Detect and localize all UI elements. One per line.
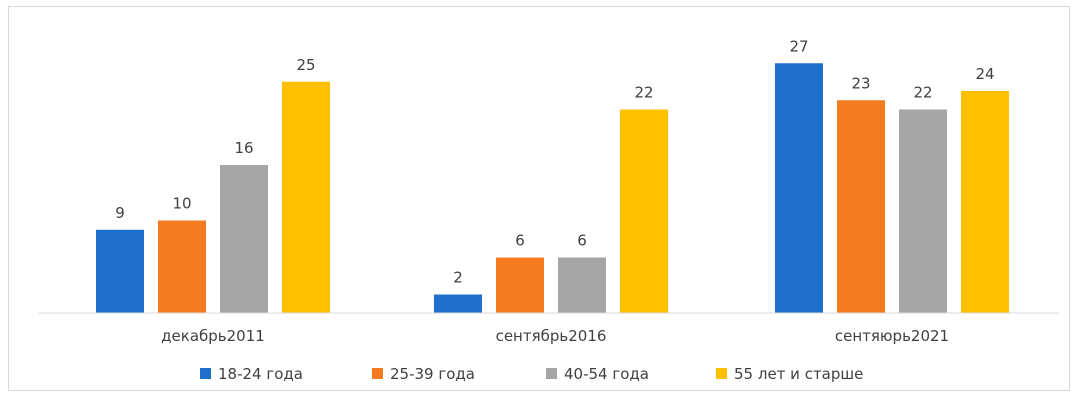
data-label: 16	[234, 139, 253, 157]
bar-chart: 9 10 16 25 2 6 6 22 27 23 22 24 декабрь2011 сентябрь…	[39, 37, 1059, 383]
category-label: декабрь2011	[161, 327, 265, 345]
legend-swatch-series-4	[716, 368, 727, 379]
legend-swatch-series-3	[546, 368, 557, 379]
data-labels-layer: 9 10 16 25 2 6 6 22 27 23 22 24	[115, 37, 994, 286]
legend-label: 40-54 года	[564, 365, 649, 383]
legend-label: 25-39 года	[390, 365, 475, 383]
legend-swatch-series-1	[200, 368, 211, 379]
data-label: 22	[634, 84, 653, 102]
bar-сентябрь2016-series-1	[434, 294, 482, 313]
legend-label: 18-24 года	[218, 365, 303, 383]
data-label: 27	[789, 37, 808, 55]
bar-сентяюрь2021-series-4	[961, 91, 1009, 313]
bar-декабрь2011-series-4	[282, 81, 330, 313]
legend: 18-24 года 25-39 года 40-54 года 55 лет и с…	[200, 365, 863, 383]
bar-сентябрь2016-series-4	[620, 109, 668, 313]
bar-декабрь2011-series-1	[96, 229, 144, 313]
legend-label: 55 лет и старше	[734, 365, 863, 383]
bar-сентяюрь2021-series-3	[899, 109, 947, 313]
bar-декабрь2011-series-2	[158, 220, 206, 313]
data-label: 2	[453, 269, 463, 287]
bar-сентябрь2016-series-3	[558, 257, 606, 313]
legend-swatch-series-2	[372, 368, 383, 379]
category-labels-layer: декабрь2011 сентябрь2016 сентяюрь2021	[161, 327, 949, 345]
chart-frame: 9 10 16 25 2 6 6 22 27 23 22 24 декабрь2011 сентябрь…	[8, 6, 1070, 391]
bar-сентябрь2016-series-2	[496, 257, 544, 313]
data-label: 6	[515, 232, 525, 250]
data-label: 25	[296, 56, 315, 74]
bar-декабрь2011-series-3	[220, 165, 268, 313]
data-label: 23	[851, 74, 870, 92]
category-label: сентяюрь2021	[835, 327, 949, 345]
bar-сентяюрь2021-series-1	[775, 63, 823, 313]
category-label: сентябрь2016	[496, 327, 607, 345]
data-label: 10	[172, 195, 191, 213]
data-label: 6	[577, 232, 587, 250]
data-label: 22	[913, 84, 932, 102]
data-label: 24	[975, 65, 994, 83]
bar-сентяюрь2021-series-2	[837, 100, 885, 313]
data-label: 9	[115, 204, 125, 222]
bars-layer	[96, 63, 1009, 313]
